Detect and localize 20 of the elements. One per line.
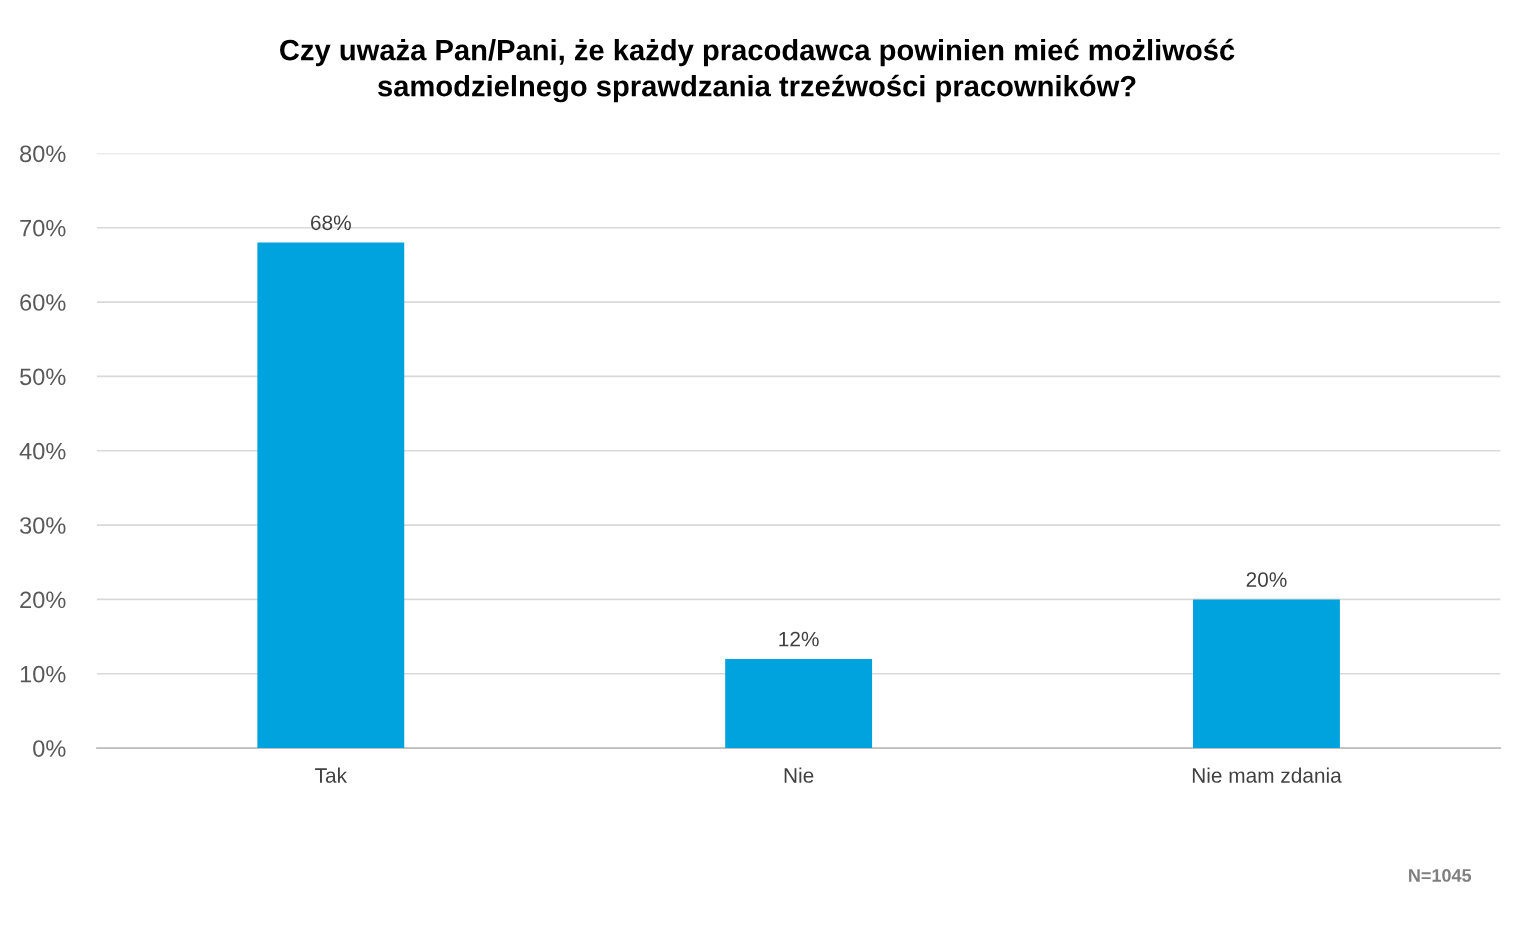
y-tick-label: 10% bbox=[20, 665, 66, 683]
y-tick-label: 60% bbox=[20, 294, 66, 311]
data-label: 20% bbox=[1246, 572, 1287, 587]
x-tick-label: Nie mam zdania bbox=[1192, 767, 1342, 783]
bar bbox=[257, 242, 405, 749]
text: N=1045 bbox=[1409, 869, 1472, 882]
y-tick-label: 20% bbox=[20, 591, 66, 609]
y-tick-label: 30% bbox=[19, 517, 66, 534]
chart-title: Czy uważa Pan/Pani, że każdy pracodawca powinien mieć możliwość samodzielnego sprawdzania trzeźwości pracowników? bbox=[280, 38, 1235, 103]
x-tick-label: Nie bbox=[784, 767, 814, 783]
data-label: 68% bbox=[311, 215, 351, 231]
y-tick-label: 0% bbox=[33, 740, 66, 757]
y-tick-label: 50% bbox=[20, 368, 66, 386]
y-tick-label: 40% bbox=[19, 442, 66, 460]
y-tick-label: 80% bbox=[20, 145, 66, 163]
x-tick-label: Tak bbox=[315, 767, 348, 783]
data-label: 12% bbox=[779, 631, 819, 647]
bar bbox=[725, 658, 873, 749]
bar bbox=[1193, 599, 1340, 749]
y-tick-label: 70% bbox=[20, 219, 66, 237]
